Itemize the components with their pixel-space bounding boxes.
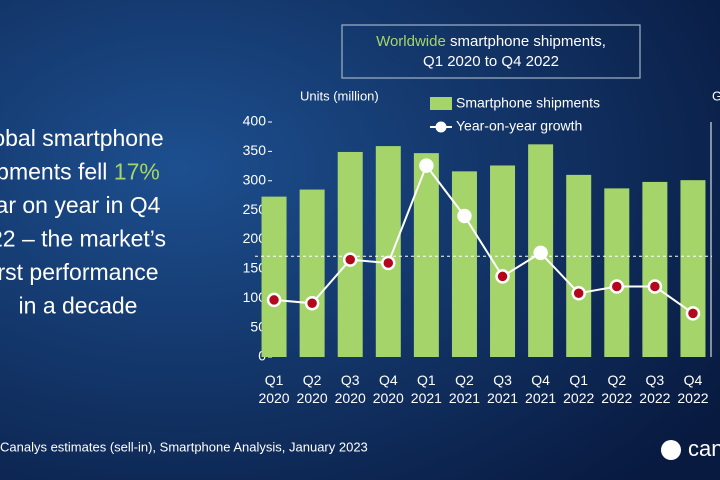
x-tick-label-line: 2020	[335, 390, 366, 406]
headline-line: 22 – the market’s	[0, 226, 166, 252]
growth-marker	[457, 208, 472, 224]
bar	[375, 146, 401, 357]
bar	[451, 171, 477, 357]
legend-label: Smartphone shipments	[456, 95, 600, 111]
x-tick-label-line: Q1	[417, 372, 436, 388]
headline-line: ar on year in Q4	[0, 192, 161, 218]
headline-line: in a decade	[19, 293, 138, 319]
headline-line: rst performance	[0, 259, 159, 285]
x-tick-label-line: 2021	[449, 390, 480, 406]
x-tick-label: Q3 2020	[335, 372, 366, 406]
y-tick-label: 300	[243, 171, 267, 187]
headline-part: 17%	[114, 159, 160, 185]
title-box	[341, 24, 641, 79]
y-tick-label: 100	[243, 289, 267, 305]
x-tick-label-line: 2020	[258, 390, 289, 406]
x-tick-label: Q1 2022	[563, 372, 594, 406]
y-tick-label: 150	[243, 260, 267, 276]
y-tick-label: 200	[243, 230, 267, 246]
bar	[413, 153, 439, 357]
growth-marker	[685, 306, 701, 321]
x-tick-label-line: Q1	[265, 372, 284, 388]
x-tick-label: Q1 2020	[258, 372, 289, 406]
title-part: smartphone shipments,	[446, 33, 606, 50]
x-tick-label-line: 2020	[373, 390, 404, 406]
x-tick-label-line: 2022	[601, 390, 632, 406]
x-tick-label-line: Q3	[646, 372, 665, 388]
x-tick-label: Q4 2020	[373, 372, 404, 406]
y-axis-label: Units (million)	[300, 88, 379, 103]
growth-marker	[419, 158, 434, 173]
x-tick-label-line: 2021	[487, 390, 518, 406]
headline-part: obal smartphone	[0, 125, 164, 151]
x-tick-label-line: 2022	[563, 390, 594, 406]
x-tick-label-line: Q4	[531, 372, 550, 388]
headline-part: 22 – the market’s	[0, 226, 166, 252]
growth-marker	[381, 255, 396, 271]
x-tick-label-line: Q2	[455, 372, 474, 388]
x-tick-label-line: Q4	[684, 372, 703, 388]
title-part: Worldwide	[376, 33, 446, 50]
chart-subtitle: Q1 2020 to Q4 2022	[423, 53, 559, 70]
x-tick-label: Q3 2021	[487, 372, 518, 406]
headline-part: in a decade	[19, 293, 138, 319]
headline-part: rst performance	[0, 259, 159, 285]
x-tick-label-line: 2021	[411, 390, 442, 406]
x-tick-label: Q2 2020	[297, 372, 328, 406]
growth-marker	[342, 252, 358, 267]
x-tick-label-line: Q3	[493, 372, 512, 388]
bar	[680, 180, 706, 357]
x-tick-label-line: Q4	[379, 372, 398, 388]
y-tick-label: 250	[243, 201, 267, 217]
source: Canalys estimates (sell-in), Smartphone …	[0, 439, 368, 454]
x-tick-label-line: Q2	[607, 372, 626, 388]
bar	[261, 196, 287, 357]
x-tick-label: Q2 2021	[449, 372, 480, 406]
growth-marker	[647, 279, 663, 294]
bar	[299, 189, 325, 357]
growth-marker	[495, 269, 510, 284]
x-tick-label: Q3 2022	[639, 372, 670, 406]
growth-marker	[571, 285, 586, 301]
y2-axis-label: G	[712, 88, 720, 103]
growth-marker	[533, 245, 548, 261]
bar	[604, 188, 630, 357]
bar	[490, 165, 516, 357]
x-tick-label-line: Q2	[303, 372, 322, 388]
x-tick-label-line: Q1	[569, 372, 588, 388]
headline-part: pments fell	[0, 159, 114, 185]
x-tick-label-line: 2021	[525, 390, 556, 406]
x-tick-label-line: 2022	[639, 390, 670, 406]
growth-marker	[609, 279, 625, 294]
bar	[642, 181, 668, 357]
logo-icon	[661, 440, 681, 460]
legend-label: Year-on-year growth	[456, 118, 582, 134]
legend-marker	[435, 121, 447, 133]
x-tick-label-line: Q3	[341, 372, 360, 388]
logo: cana	[688, 436, 720, 461]
x-tick-label-line: 2022	[677, 390, 708, 406]
x-tick-label-line: 2020	[297, 390, 328, 406]
y-tick-label: 350	[243, 142, 267, 158]
growth-marker	[266, 292, 282, 308]
x-tick-label: Q4 2021	[525, 372, 556, 406]
x-tick-label: Q4 2022	[677, 372, 708, 406]
legend-swatch	[430, 97, 452, 110]
x-tick-label: Q1 2021	[411, 372, 442, 406]
y-tick-label: 400	[243, 113, 267, 129]
chart-title: Worldwide smartphone shipments,	[376, 33, 606, 50]
headline-line: obal smartphone	[0, 125, 164, 151]
x-tick-label: Q2 2022	[601, 372, 632, 406]
headline-part: ar on year in Q4	[0, 192, 161, 218]
headline-line: pments fell 17%	[0, 159, 160, 185]
bar	[566, 174, 592, 357]
growth-marker	[304, 296, 320, 311]
